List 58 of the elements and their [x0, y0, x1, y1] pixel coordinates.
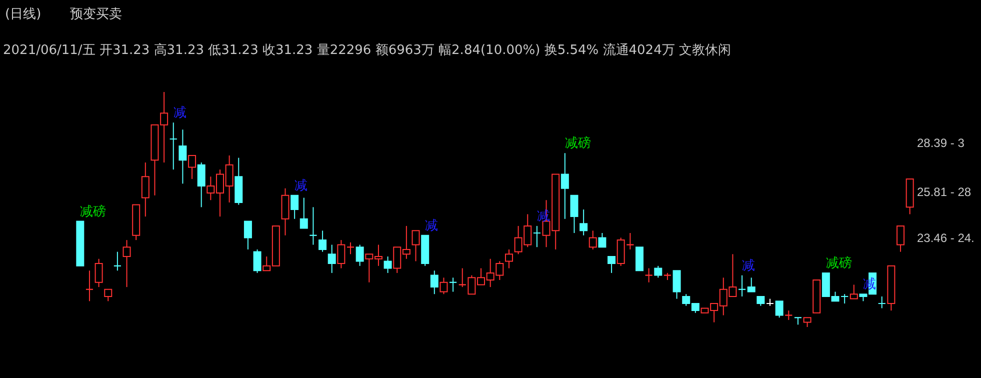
candlestick [580, 209, 588, 236]
candlestick [608, 256, 616, 274]
candlestick [85, 270, 94, 302]
candlestick [794, 317, 802, 326]
candlestick [672, 270, 681, 300]
candlestick [328, 244, 336, 274]
candlestick [337, 240, 346, 269]
candlestick [412, 230, 420, 262]
text: 2021/06/11/五 开31.23 高31.23 低31.23 收31.23 量22296 额6963万 幅2.84(10.00%) 换5.54% 流通4024万 文教休闲 [3, 42, 731, 58]
chart-subtitle: 预变买卖 [70, 7, 122, 22]
candlestick [747, 277, 756, 292]
candlestick [756, 296, 765, 306]
candlestick [430, 270, 438, 295]
candlestick [644, 268, 653, 283]
candlestick [318, 230, 327, 252]
text: 25.81 - 28 [917, 185, 972, 199]
candlestick [784, 310, 793, 320]
candlestick [178, 129, 187, 184]
text: 减磅 [564, 136, 591, 152]
candlestick [122, 240, 131, 288]
candlestick [346, 242, 355, 255]
candlestick [654, 265, 662, 278]
candlestick [738, 274, 746, 297]
text: 减磅 [826, 256, 852, 271]
candlestick [141, 162, 150, 218]
candlestick [598, 232, 606, 248]
candlestick [113, 251, 122, 272]
candlestick [635, 246, 644, 272]
candlestick [300, 197, 308, 229]
candlestick [775, 300, 784, 318]
text: 28.39 - 3 [917, 136, 965, 150]
text: 减磅 [80, 204, 106, 220]
text: 23.46 - 24. [917, 231, 974, 245]
chart-title: (日线) [5, 7, 42, 22]
text: 减 [173, 106, 186, 121]
text: 减 [742, 258, 756, 274]
candlestick [449, 277, 458, 292]
candlestick [253, 248, 262, 274]
text: 减 [425, 218, 438, 234]
candlestick [281, 188, 290, 236]
candlestick [309, 206, 318, 246]
candlestick [504, 248, 513, 269]
candlestick [197, 162, 206, 208]
candlestick [570, 194, 578, 234]
candlestick [560, 152, 569, 220]
candlestick [896, 225, 905, 252]
candlestick [244, 220, 252, 250]
candlestick [588, 230, 597, 250]
candlestick [94, 258, 103, 288]
candlestick [384, 256, 392, 274]
candlestick [850, 284, 858, 300]
candlestick [188, 154, 196, 180]
candlestick [356, 244, 364, 266]
candlestick [440, 277, 448, 295]
candlestick [104, 288, 112, 302]
candlestick [290, 194, 299, 220]
candlestick [803, 317, 812, 328]
text: 减 [294, 178, 308, 194]
